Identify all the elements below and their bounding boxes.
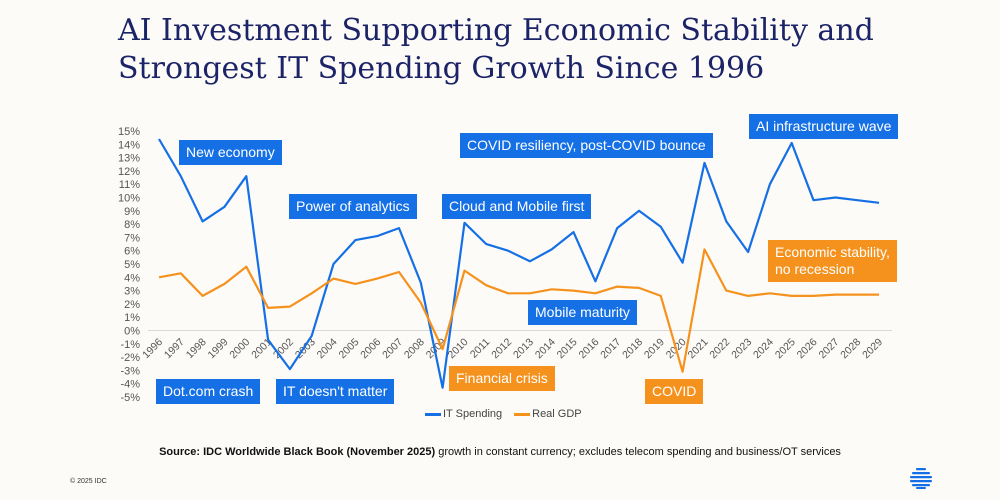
x-tick-label: 2028	[838, 336, 863, 361]
y-tick-label: -3%	[120, 365, 140, 377]
y-tick-label: 11%	[119, 179, 140, 191]
x-tick-label: 2018	[620, 336, 645, 361]
x-tick-label: 2001	[249, 336, 274, 361]
y-tick-label: 12%	[118, 166, 140, 178]
x-tick-label: 2017	[598, 336, 623, 361]
annotation-mobile-maturity: Mobile maturity	[528, 300, 637, 325]
y-tick-label: 1%	[124, 312, 140, 324]
title-line-2: Strongest IT Spending Growth Since 1996	[118, 51, 765, 86]
source-bold: Source: IDC Worldwide Black Book (Novemb…	[159, 446, 436, 458]
annotation-economic-stability: Economic stability, no recession	[768, 240, 897, 282]
legend-item-real-gdp: Real GDP	[514, 408, 582, 420]
x-tick-label: 2013	[511, 336, 536, 361]
legend-label: IT Spending	[443, 408, 503, 420]
x-tick-label: 2014	[533, 336, 558, 361]
x-tick-label: 2022	[707, 336, 732, 361]
legend-swatch-it-spending	[425, 412, 441, 416]
annotation-power-of-analytics: Power of analytics	[289, 194, 417, 219]
y-tick-label: 5%	[124, 259, 140, 271]
x-tick-label: 2016	[576, 336, 601, 361]
legend-item-it-spending: IT Spending	[425, 408, 502, 420]
annotation-ai-infrastructure-wave: AI infrastructure wave	[749, 114, 899, 139]
y-tick-label: 15%	[118, 126, 140, 138]
y-tick-label: 3%	[124, 286, 140, 298]
y-tick-label: -1%	[120, 339, 140, 351]
y-tick-label: 7%	[124, 232, 140, 244]
y-tick-label: 13%	[118, 153, 140, 165]
x-tick-label: 2025	[773, 336, 798, 361]
copyright: © 2025 IDC	[70, 478, 107, 485]
source-rest: growth in constant currency; excludes te…	[435, 446, 841, 458]
x-tick-label: 2027	[816, 336, 841, 361]
x-tick-label: 2011	[468, 336, 493, 361]
x-tick-label: 1996	[140, 336, 165, 361]
y-tick-label: -2%	[120, 352, 140, 364]
x-tick-label: 2000	[227, 336, 252, 361]
annotation-covid-resiliency: COVID resiliency, post-COVID bounce	[460, 133, 713, 158]
y-tick-label: 6%	[124, 246, 140, 258]
annotation-covid: COVID	[645, 379, 704, 404]
x-tick-label: 2012	[489, 336, 514, 361]
x-tick-label: 1998	[184, 336, 209, 361]
idc-globe-logo	[910, 468, 932, 489]
x-tick-label: 2006	[358, 336, 383, 361]
legend-label: Real GDP	[532, 408, 582, 420]
x-tick-label: 2008	[402, 336, 427, 361]
x-tick-label: 1999	[206, 336, 231, 361]
x-tick-label: 2005	[336, 336, 361, 361]
legend-swatch-real-gdp	[514, 412, 531, 416]
y-tick-label: -4%	[120, 379, 140, 391]
y-tick-label: 8%	[124, 219, 140, 231]
annotation-it-doesnt-matter: IT doesn't matter	[276, 379, 395, 404]
annotation-dotcom-crash: Dot.com crash	[156, 379, 261, 404]
y-tick-label: 9%	[124, 206, 140, 218]
series-line-real-gdp	[158, 248, 879, 373]
x-tick-label: 2019	[642, 336, 667, 361]
y-tick-label: 2%	[124, 299, 140, 311]
source-note: Source: IDC Worldwide Black Book (Novemb…	[0, 446, 1000, 458]
page-title: AI Investment Supporting Economic Stabil…	[118, 12, 978, 88]
title-line-1: AI Investment Supporting Economic Stabil…	[118, 13, 874, 48]
x-tick-label: 2023	[729, 336, 754, 361]
x-tick-label: 2007	[380, 336, 405, 361]
y-tick-label: 10%	[118, 193, 140, 205]
x-tick-label: 2029	[860, 336, 885, 361]
x-tick-label: 2024	[751, 336, 776, 361]
x-tick-label: 1997	[162, 336, 187, 361]
x-tick-label: 2015	[555, 336, 580, 361]
x-tick-label: 2026	[795, 336, 820, 361]
chart-legend: IT Spending Real GDP	[425, 408, 582, 420]
annotation-new-economy: New economy	[179, 140, 282, 165]
y-tick-label: 14%	[118, 139, 140, 151]
y-tick-label: -5%	[120, 392, 140, 404]
x-tick-label: 2004	[315, 336, 340, 361]
annotation-cloud-mobile-first: Cloud and Mobile first	[442, 194, 592, 219]
annotation-financial-crisis: Financial crisis	[449, 366, 555, 391]
series-line-it-spending	[158, 138, 880, 389]
y-tick-label: 4%	[124, 272, 140, 284]
y-tick-label: 0%	[124, 326, 140, 338]
